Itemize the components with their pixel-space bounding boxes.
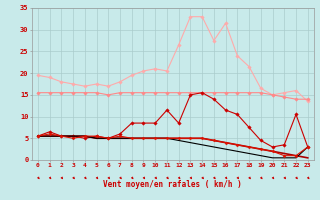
X-axis label: Vent moyen/en rafales ( km/h ): Vent moyen/en rafales ( km/h ) [103, 180, 242, 189]
